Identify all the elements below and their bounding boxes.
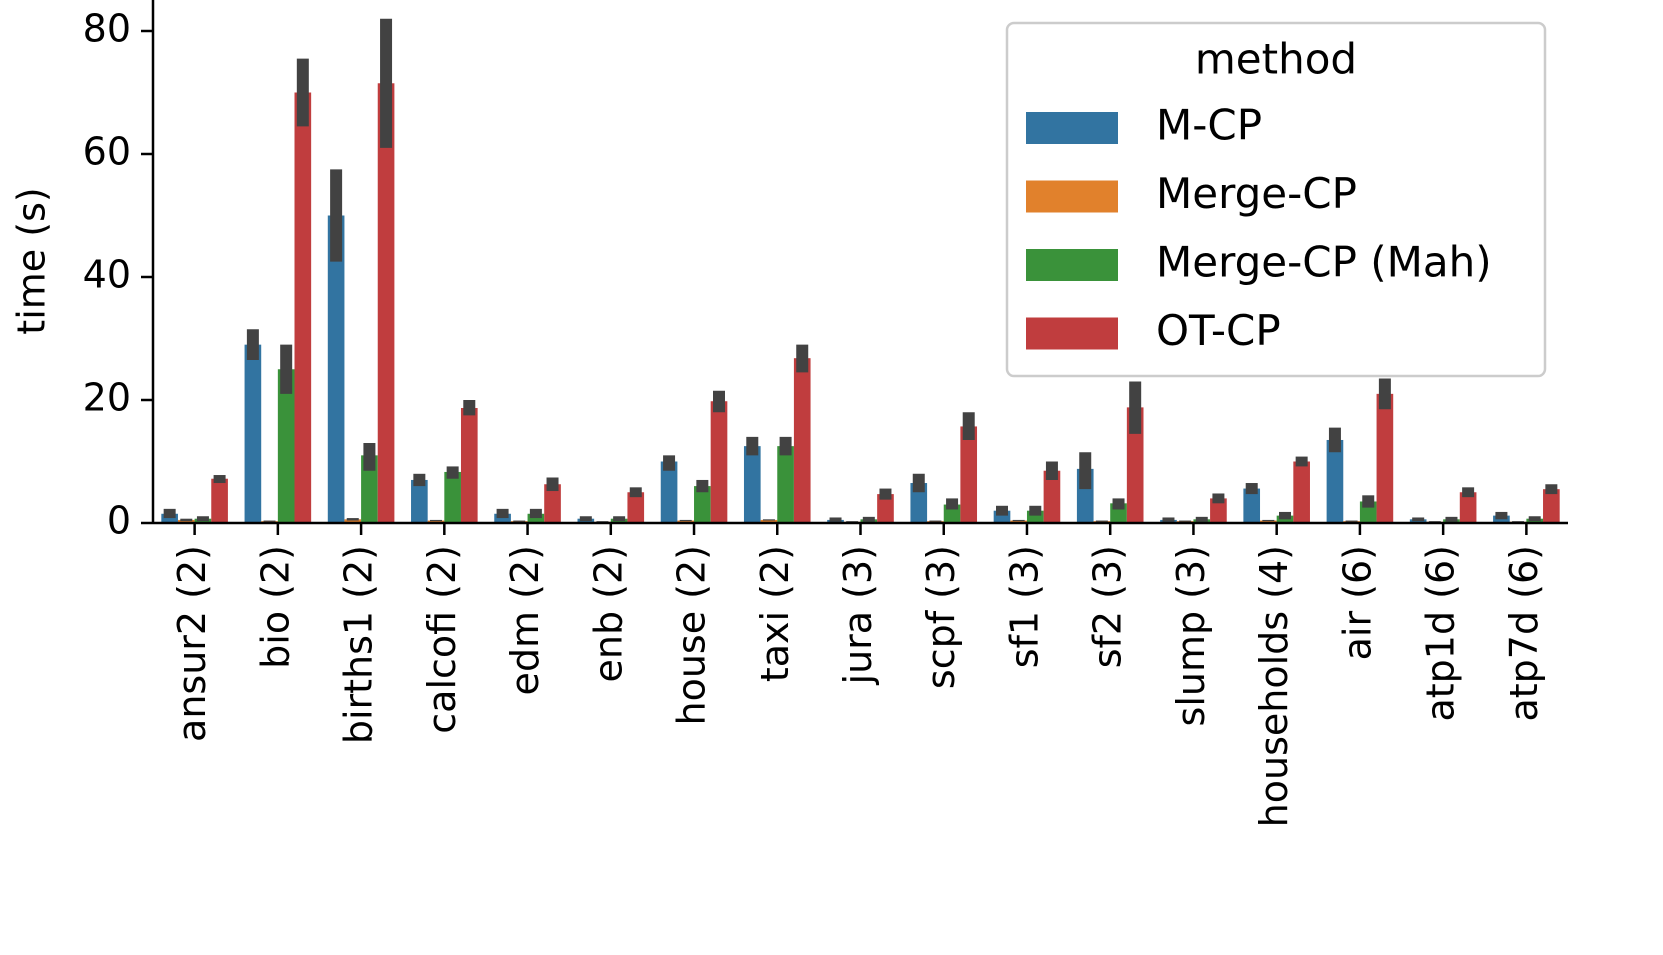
bar <box>161 513 178 523</box>
x-tick-label: births1 (2) <box>337 545 381 744</box>
x-tick-label: air (6) <box>1335 545 1379 660</box>
y-tick-label: 60 <box>83 130 131 174</box>
bar <box>494 513 511 523</box>
legend-entries: M-CP Merge-CP Merge-CP (Mah) OT-CP <box>1026 101 1492 355</box>
bar <box>1293 461 1310 523</box>
x-tick-label: scpf (3) <box>919 545 963 689</box>
bar <box>411 479 428 523</box>
bar <box>361 455 378 523</box>
x-tick-label: jura (3) <box>836 545 880 685</box>
bar <box>327 215 345 523</box>
legend-title: method <box>1195 35 1357 84</box>
bar <box>1543 489 1560 523</box>
legend-swatch <box>1026 112 1118 144</box>
bar <box>793 358 811 523</box>
legend-label: OT-CP <box>1156 306 1281 355</box>
x-tick-label: sf1 (3) <box>1002 545 1046 668</box>
bar <box>1126 407 1144 523</box>
bar <box>1409 519 1427 523</box>
bar <box>177 519 195 523</box>
y-ticks: 0 20 40 60 80 <box>83 7 153 543</box>
bar <box>211 478 228 523</box>
legend-swatch <box>1026 317 1118 350</box>
x-tick-label: house (2) <box>670 545 714 726</box>
bar <box>743 446 761 524</box>
bar <box>710 401 728 523</box>
legend-label: Merge-CP (Mah) <box>1156 238 1492 287</box>
legend-frame <box>1005 21 1547 378</box>
bar <box>344 519 362 523</box>
x-tick-label: bio (2) <box>253 545 297 669</box>
bar <box>760 519 778 523</box>
x-tick-label: calcofi (2) <box>420 545 464 734</box>
bar <box>1326 439 1344 523</box>
y-tick-label: 20 <box>83 376 131 420</box>
legend-label: M-CP <box>1156 101 1262 150</box>
bar <box>777 446 794 524</box>
x-tick-label: households (4) <box>1252 545 1296 827</box>
x-tick-label: atp7d (6) <box>1502 545 1546 722</box>
x-tick-label: ansur2 (2) <box>170 545 214 742</box>
legend-swatch <box>1026 180 1118 213</box>
x-tick-label: atp1d (6) <box>1419 545 1463 722</box>
x-tick-label: slump (3) <box>1169 545 1213 726</box>
error-bars-layer <box>163 18 1558 523</box>
bar <box>910 483 928 523</box>
legend-label: Merge-CP <box>1156 169 1357 218</box>
x-tick-label: enb (2) <box>586 545 630 683</box>
bar <box>244 344 262 523</box>
bar <box>377 83 395 524</box>
x-tick-label: edm (2) <box>503 545 547 695</box>
bar <box>1243 488 1261 523</box>
bar <box>544 484 561 523</box>
bar <box>294 92 312 523</box>
bar <box>527 513 545 523</box>
y-tick-label: 80 <box>83 7 131 51</box>
x-ticks: ansur2 (2) bio (2) births1 (2) calcofi (2) e… <box>170 523 1546 827</box>
bar <box>1376 393 1394 523</box>
y-axis-label: time (s) <box>10 187 54 334</box>
y-tick-label: 0 <box>107 499 131 543</box>
y-tick-label: 40 <box>83 253 131 297</box>
bar <box>444 471 461 523</box>
legend-swatch <box>1026 249 1118 281</box>
bar <box>1459 492 1477 523</box>
bar <box>460 408 478 523</box>
bar <box>627 492 645 523</box>
bar <box>960 426 978 523</box>
bar <box>277 369 295 523</box>
bar <box>877 494 894 523</box>
bar <box>1043 470 1061 523</box>
bar <box>694 486 711 523</box>
legend: method M-CP Merge-CP Merge-CP (Mah) OT-CP <box>1005 21 1547 378</box>
bar <box>660 461 678 523</box>
x-tick-label: taxi (2) <box>753 545 797 682</box>
bar <box>1210 498 1227 523</box>
x-tick-label: sf2 (3) <box>1086 545 1130 668</box>
